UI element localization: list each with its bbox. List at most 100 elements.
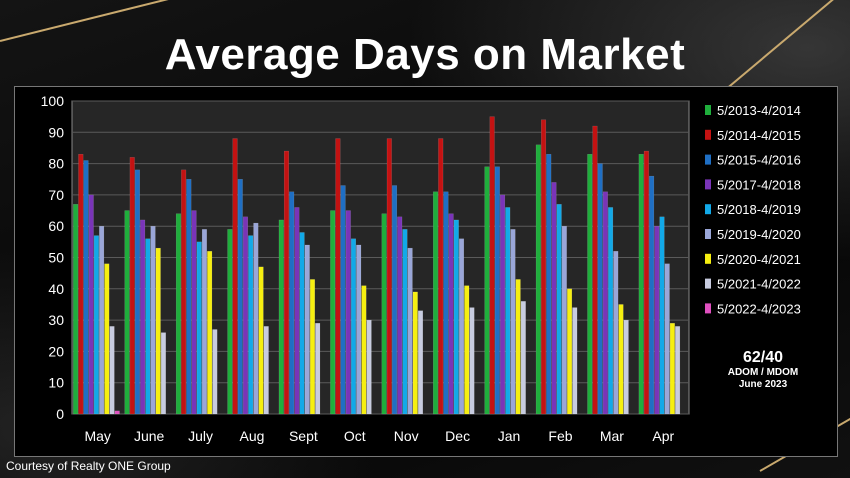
- bar: [638, 154, 644, 415]
- note-label: ADOM / MDOM: [727, 367, 799, 378]
- bar: [258, 266, 264, 415]
- bar: [278, 219, 284, 415]
- bar: [613, 251, 619, 415]
- bar: [289, 191, 295, 415]
- note-date: June 2023: [738, 379, 788, 390]
- bar: [299, 232, 305, 415]
- bar: [140, 219, 146, 415]
- bar: [459, 238, 465, 415]
- bar: [602, 191, 608, 415]
- bar: [649, 175, 655, 415]
- legend-label: 5/2014-4/2015: [717, 128, 801, 143]
- note-value: 62/40: [742, 349, 784, 366]
- bar: [201, 229, 207, 415]
- legend-swatch: [705, 253, 711, 264]
- bar: [551, 182, 557, 415]
- bar: [397, 216, 403, 415]
- bar: [350, 238, 356, 415]
- bar: [294, 207, 300, 415]
- y-tick-label: 30: [48, 312, 64, 328]
- x-tick-label: Aug: [239, 428, 264, 444]
- bar: [623, 319, 629, 415]
- bar: [237, 179, 243, 415]
- bar: [366, 319, 372, 415]
- bar: [134, 169, 140, 415]
- x-tick-label: Sept: [289, 428, 318, 444]
- bar: [181, 169, 187, 415]
- legend-label: 5/2013-4/2014: [717, 103, 801, 118]
- legend-label: 5/2022-4/2023: [717, 301, 801, 316]
- legend-swatch: [705, 105, 711, 115]
- bar: [556, 204, 562, 415]
- bar: [608, 207, 614, 415]
- bar: [114, 410, 120, 415]
- bar: [587, 154, 593, 415]
- legend-swatch: [705, 278, 711, 289]
- legend-label: 5/2019-4/2020: [717, 227, 801, 242]
- bar: [659, 216, 665, 415]
- y-tick-label: 90: [48, 124, 64, 140]
- bar: [242, 216, 248, 415]
- bar: [145, 238, 151, 415]
- adom-mdom-note: 62/40 ADOM / MDOM June 2023: [703, 349, 823, 391]
- bar: [505, 207, 511, 415]
- legend-label: 5/2015-4/2016: [717, 153, 801, 168]
- x-tick-label: July: [188, 428, 213, 444]
- legend-label: 5/2018-4/2019: [717, 202, 801, 217]
- bar: [500, 194, 506, 415]
- bar: [484, 166, 490, 415]
- bar: [412, 291, 418, 415]
- bar: [515, 279, 521, 415]
- bar: [494, 166, 500, 415]
- y-tick-label: 40: [48, 281, 64, 297]
- y-tick-label: 70: [48, 187, 64, 203]
- bar: [124, 210, 130, 415]
- chart-panel: 0 10 20 30 40 50 60 70 80 90 100 May June July Aug Sept…: [14, 86, 838, 457]
- bar: [88, 194, 94, 415]
- y-tick-label: 20: [48, 343, 64, 359]
- bar: [356, 244, 362, 415]
- bar: [675, 326, 681, 415]
- legend-label: 5/2017-4/2018: [717, 177, 801, 192]
- bar: [469, 307, 475, 415]
- bar: [73, 204, 79, 415]
- x-tick-label: Apr: [652, 428, 674, 444]
- x-tick-label: Feb: [548, 428, 572, 444]
- bar: [489, 116, 495, 415]
- x-tick-label: Mar: [600, 428, 624, 444]
- bar: [129, 157, 135, 415]
- bar: [597, 163, 603, 415]
- bar: [99, 225, 105, 415]
- bar: [418, 310, 424, 415]
- x-tick-label: May: [84, 428, 110, 444]
- bar: [248, 235, 254, 415]
- bar: [330, 210, 336, 415]
- bar: [510, 229, 516, 415]
- bar: [448, 213, 454, 415]
- bar: [464, 285, 470, 415]
- bar: [546, 154, 552, 415]
- bar: [78, 154, 84, 415]
- legend-label: 5/2021-4/2022: [717, 277, 801, 292]
- bar: [386, 138, 392, 415]
- y-tick-label: 60: [48, 218, 64, 234]
- bar: [93, 235, 99, 415]
- y-tick-label: 100: [41, 93, 65, 109]
- x-tick-label: June: [134, 428, 165, 444]
- legend-swatch: [705, 303, 711, 314]
- legend-label: 5/2020-4/2021: [717, 252, 801, 267]
- legend-swatch: [705, 129, 711, 140]
- bar: [433, 191, 439, 415]
- bar: [304, 244, 310, 415]
- bar: [643, 150, 649, 415]
- y-tick-label: 0: [56, 406, 64, 422]
- bar: [263, 326, 269, 415]
- bar: [191, 210, 197, 415]
- bar: [207, 251, 213, 415]
- bar: [654, 225, 660, 415]
- y-tick-label: 10: [48, 375, 64, 391]
- bar: [109, 326, 115, 415]
- credit-text: Courtesy of Realty ONE Group: [6, 459, 171, 473]
- legend-swatch: [705, 204, 711, 215]
- bar: [196, 241, 202, 415]
